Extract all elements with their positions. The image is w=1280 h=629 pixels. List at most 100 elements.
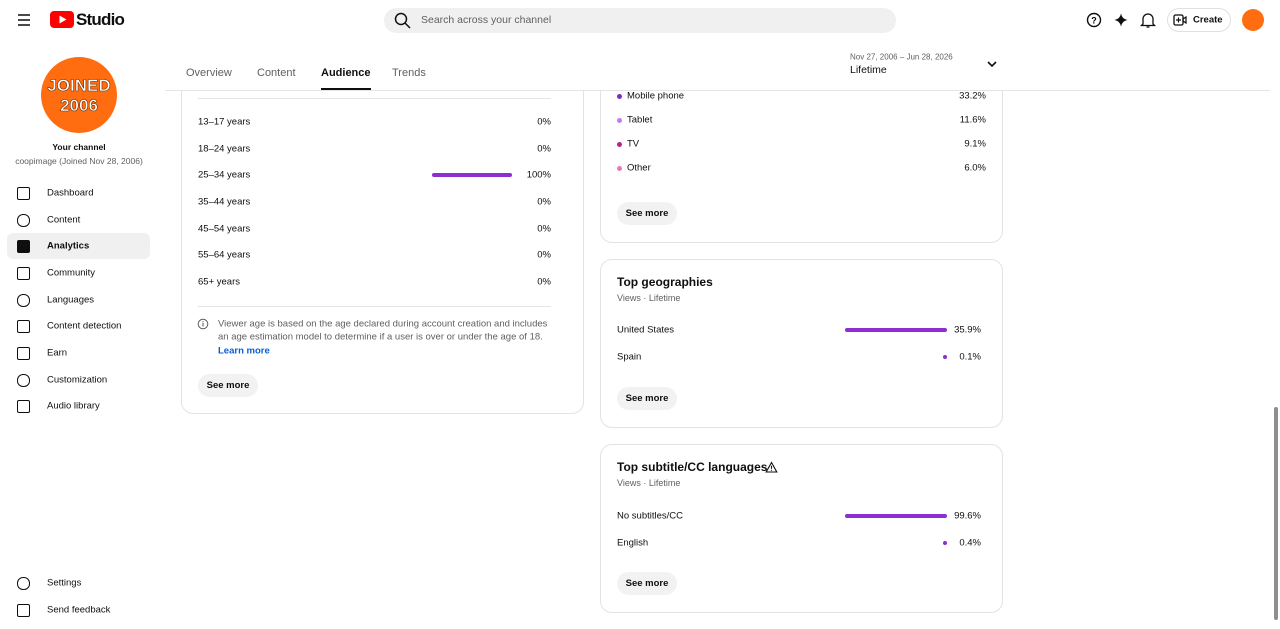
avatar-text: 2006: [60, 96, 98, 116]
date-range: Nov 27, 2006 – Jun 28, 2026: [850, 52, 953, 62]
nav-icon: [17, 187, 30, 200]
row-label: 45–54 years: [198, 223, 251, 234]
tab[interactable]: Content: [257, 67, 296, 79]
see-more-button[interactable]: See more: [617, 202, 677, 225]
legend-dot: [617, 117, 622, 123]
channel-subtitle: coopimage (Joined Nov 28, 2006): [15, 156, 143, 166]
tab[interactable]: Audience: [321, 67, 371, 79]
nav-icon: [17, 400, 30, 414]
channel-avatar[interactable]: [41, 57, 117, 133]
row-value: 35.9%: [954, 324, 981, 336]
age-card: [181, 91, 584, 414]
row-label: Other: [627, 162, 651, 174]
header-icons[interactable]: ?: [1086, 12, 1158, 29]
card-title: Top geographies: [617, 275, 713, 289]
scrollbar-thumb[interactable]: [1274, 407, 1278, 620]
date-chevron[interactable]: [986, 60, 998, 70]
create-button[interactable]: [1167, 8, 1231, 32]
warning-icon[interactable]: [765, 461, 778, 473]
nav-icon: [17, 346, 30, 360]
nav-item[interactable]: Customization: [47, 374, 108, 386]
row-label: 18–24 years: [198, 143, 251, 154]
share-bar: [432, 173, 512, 177]
row-value: 6.0%: [964, 162, 986, 174]
tab-divider: [165, 90, 1270, 91]
nav-item[interactable]: Send feedback: [47, 604, 111, 615]
row-value: 0%: [537, 196, 551, 208]
tab[interactable]: Trends: [392, 67, 426, 79]
tab[interactable]: Overview: [186, 67, 232, 79]
row-value: 0%: [537, 223, 551, 234]
row-label: TV: [627, 138, 640, 150]
nav-item[interactable]: Earn: [47, 347, 68, 359]
card-subtitle: Views · Lifetime: [617, 478, 681, 488]
svg-text:?: ?: [1091, 16, 1097, 26]
row-value: 0.1%: [959, 351, 981, 363]
tab-underline: [321, 88, 371, 90]
legend-dot: [617, 141, 622, 147]
divider: [198, 306, 551, 307]
row-label: Tablet: [627, 114, 653, 126]
nav-icon: [17, 320, 30, 334]
nav-item[interactable]: Settings: [47, 577, 82, 589]
nav-item[interactable]: Dashboard: [47, 187, 94, 199]
info-icon: [197, 318, 209, 330]
nav-icon: [17, 603, 30, 617]
share-bar: [943, 355, 947, 359]
share-bar: [845, 328, 947, 332]
row-value: 0%: [537, 116, 551, 128]
age-note: Viewer age is based on the age declared …: [218, 318, 548, 330]
nav-item[interactable]: Languages: [47, 294, 95, 306]
row-label: United States: [617, 324, 675, 336]
search-box[interactable]: [384, 8, 896, 33]
row-value: 99.6%: [954, 510, 981, 522]
legend-dot: [617, 165, 622, 171]
divider: [198, 98, 551, 99]
logo-text[interactable]: Studio: [76, 10, 125, 29]
create-icon: [1173, 14, 1187, 26]
row-value: 9.1%: [964, 138, 986, 150]
nav-item[interactable]: Content detection: [47, 320, 122, 332]
nav-item[interactable]: Audio library: [47, 400, 100, 412]
account-avatar[interactable]: [1242, 9, 1264, 31]
nav-icon: [17, 213, 30, 227]
nav-icon: [17, 266, 30, 280]
row-label: English: [617, 537, 649, 548]
create-label[interactable]: Create: [1193, 14, 1223, 26]
row-label: Spain: [617, 351, 642, 363]
nav-icon: [17, 293, 30, 307]
row-label: 13–17 years: [198, 116, 251, 128]
card-title: Top subtitle/CC languages: [617, 460, 768, 474]
row-label: 55–64 years: [198, 249, 251, 261]
nav-icon: [17, 373, 30, 387]
logo-icon[interactable]: [50, 11, 74, 28]
nav-item[interactable]: Analytics: [47, 240, 90, 252]
nav-icon: [17, 577, 30, 590]
nav-item[interactable]: Content: [47, 214, 81, 226]
see-more-button[interactable]: See more: [198, 374, 258, 397]
row-value: 0%: [537, 276, 551, 288]
age-note: an age estimation model to determine if …: [218, 331, 543, 343]
date-label[interactable]: Lifetime: [850, 64, 887, 76]
see-more-button[interactable]: See more: [617, 387, 677, 410]
row-label: 35–44 years: [198, 196, 251, 208]
row-value: 100%: [526, 169, 551, 181]
nav-item[interactable]: Community: [47, 267, 96, 279]
card-subtitle: Views · Lifetime: [617, 293, 681, 303]
menu-icon[interactable]: [16, 12, 32, 28]
row-value: 11.6%: [959, 114, 986, 126]
search-placeholder: Search across your channel: [421, 14, 552, 26]
avatar-text: JOINED: [47, 76, 111, 96]
row-value: 0.4%: [959, 537, 981, 548]
row-label: 65+ years: [198, 276, 240, 288]
row-value: 0%: [537, 143, 551, 154]
share-bar: [845, 514, 947, 518]
see-more-button[interactable]: See more: [617, 572, 677, 595]
nav-icon: [17, 240, 30, 254]
learn-more-link[interactable]: Learn more: [218, 345, 270, 357]
search-icon: [394, 12, 411, 29]
row-value: 0%: [537, 249, 551, 261]
legend-dot: [617, 93, 622, 99]
